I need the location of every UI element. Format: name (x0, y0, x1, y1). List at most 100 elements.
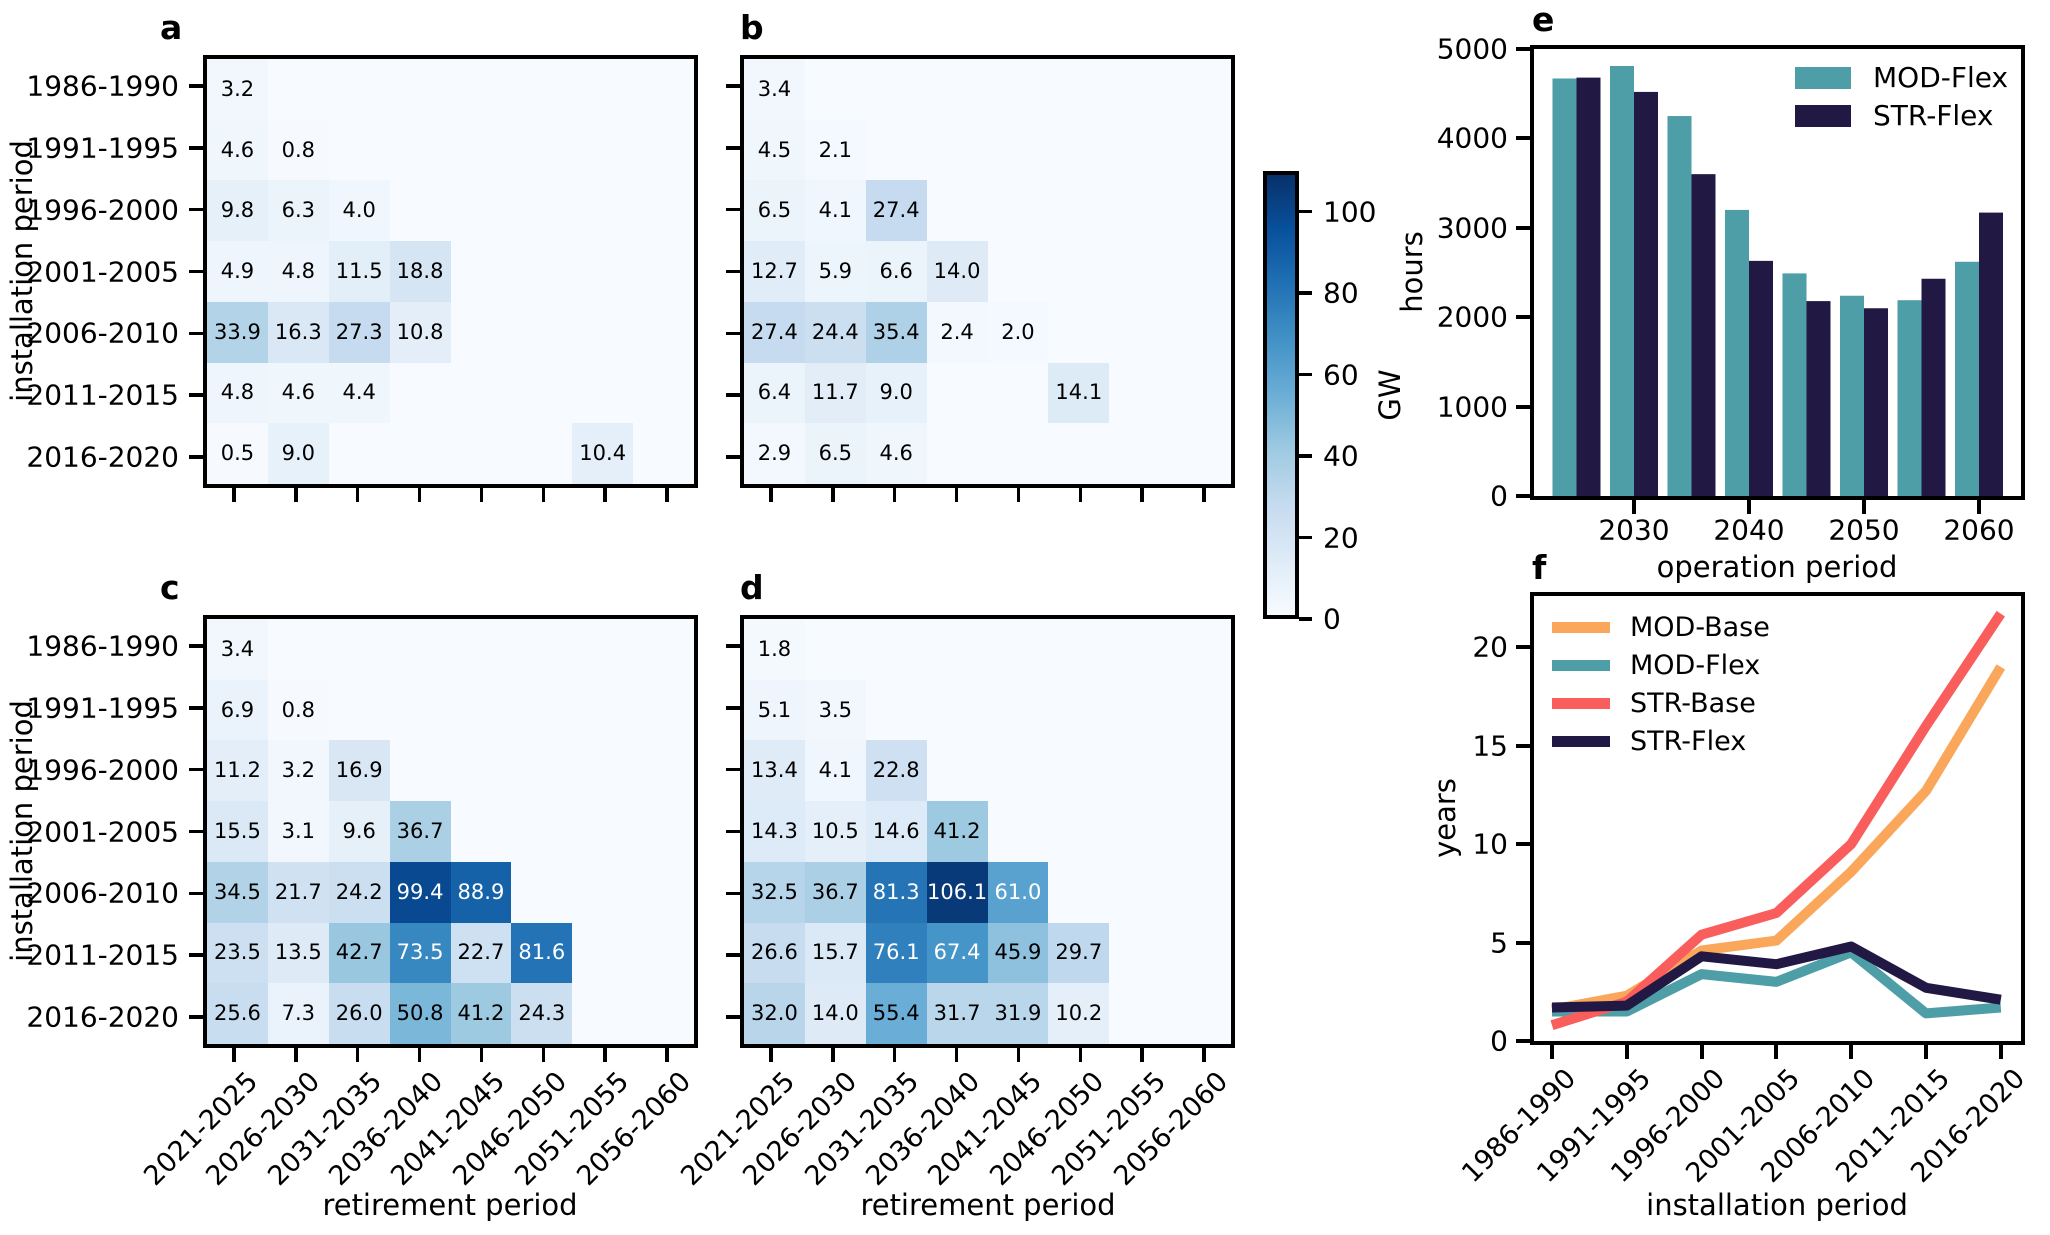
panel-letter-b: b (740, 8, 764, 47)
x-tick (417, 1048, 422, 1062)
x-tick-label: 2030 (1598, 513, 1670, 547)
x-tick (355, 1048, 360, 1062)
heatmap-cell: 21.7 (267, 861, 329, 923)
heatmap-cell: 14.0 (804, 983, 866, 1044)
heatmap-cell: 2.0 (987, 301, 1049, 363)
x-tick-label: 2060 (1943, 513, 2015, 547)
heatmap-cell (450, 679, 512, 741)
str-flex-bar (1749, 260, 1773, 496)
colorbar-tick-label: 60 (1323, 358, 1359, 392)
heatmap-cell (328, 619, 390, 680)
heatmap-cell: 3.5 (804, 679, 866, 741)
heatmap-cell: 73.5 (389, 922, 451, 984)
heatmap-cell: 10.5 (804, 801, 866, 862)
y-tick (1516, 315, 1530, 320)
heatmap-cell: 32.5 (744, 861, 805, 923)
heatmap-cell (926, 679, 988, 741)
heatmap-cell (511, 241, 573, 302)
heatmap-cell: 26.0 (328, 983, 390, 1044)
x-tick (1078, 488, 1083, 502)
heatmap-cell: 4.1 (804, 740, 866, 802)
x-tick-label: 2050 (1828, 513, 1900, 547)
y-tick (726, 146, 740, 150)
x-tick (479, 1048, 484, 1062)
heatmap-cell (987, 679, 1049, 741)
heatmap-cell (1109, 119, 1171, 181)
heatmap-cell (633, 619, 694, 680)
heatmap-cell: 3.4 (207, 619, 268, 680)
heatmap-cell (1048, 241, 1110, 302)
heatmap-cell: 55.4 (865, 983, 927, 1044)
heatmap-cell: 3.4 (744, 59, 805, 120)
x-tick (1140, 1048, 1144, 1062)
xlabel-retirement-period-d: retirement period (860, 1188, 1116, 1222)
heatmap-cell (1170, 679, 1231, 741)
heatmap-cell (1048, 59, 1110, 120)
heatmap-cell (1170, 362, 1231, 424)
heatmap-cell (633, 301, 694, 363)
heatmap-cell (511, 301, 573, 363)
heatmap-cell (1048, 301, 1110, 363)
line-chart-svg (1550, 610, 2006, 1030)
heatmap-cell (1109, 241, 1171, 302)
heatmap-cell (511, 679, 573, 741)
heatmap-cell (572, 922, 634, 984)
heatmap-cell: 6.5 (804, 423, 866, 484)
heatmap-cell (389, 180, 451, 242)
ylabel-hours: hours (1395, 231, 1429, 313)
heatmap-cell (633, 423, 694, 484)
str-base-swatch (1552, 698, 1610, 709)
heatmap-cell (267, 59, 329, 120)
heatmap-cell: 5.1 (744, 679, 805, 741)
heatmap-cell (865, 619, 927, 680)
heatmap-panel-a: 3.2 4.6 0.8 9.8 6.3 4.0 4.9 4.8 11.5 18.8 33.9 16.3… (203, 55, 698, 488)
heatmap-cell (1109, 619, 1171, 680)
heatmap-cell (926, 740, 988, 802)
x-tick (294, 1048, 298, 1062)
heatmap-grid-d: 1.8 5.1 3.5 13.4 4.1 22.8 14.3 10.5 14.6 41.2 32.5… (744, 619, 1231, 1044)
legend-item-str-base: STR-Base (1552, 690, 1770, 717)
y-tick (726, 455, 740, 459)
heatmap-cell (389, 119, 451, 181)
legend-label: MOD-Base (1630, 612, 1770, 643)
heatmap-grid-c: 3.4 6.9 0.8 11.2 3.2 16.9 15.5 3.1 9.6 36.7 34.5 21… (207, 619, 694, 1044)
heatmap-cell (572, 180, 634, 242)
heatmap-cell (511, 740, 573, 802)
mod-flex-bar (1840, 295, 1864, 496)
heatmap-cell: 4.9 (207, 241, 268, 302)
heatmap-cell (1170, 619, 1231, 680)
heatmap-cell: 34.5 (207, 861, 268, 923)
y-tick (726, 706, 740, 710)
heatmap-cell: 14.3 (744, 801, 805, 862)
x-tick (1747, 500, 1751, 514)
x-tick (1078, 1048, 1083, 1062)
colorbar-tick (1299, 209, 1312, 214)
heatmap-cell (1170, 119, 1231, 181)
heatmap-cell (987, 180, 1049, 242)
heatmap-cell: 99.4 (389, 861, 451, 923)
heatmap-cell (1109, 423, 1171, 484)
heatmap-cell: 6.3 (267, 180, 329, 242)
heatmap-cell: 10.2 (1048, 983, 1110, 1044)
str-flex-bar (1864, 308, 1888, 496)
heatmap-cell (987, 362, 1049, 424)
panel-letter-f: f (1532, 548, 1547, 587)
heatmap-cell (450, 423, 512, 484)
heatmap-cell (572, 362, 634, 424)
y-tick-label: 2001-2005 (26, 815, 179, 848)
line-chart-legend: MOD-Base MOD-Flex STR-Base STR-Flex (1552, 614, 1770, 755)
y-tick-label: 3000 (1436, 211, 1508, 245)
x-tick (541, 1048, 546, 1062)
heatmap-cell: 61.0 (987, 861, 1049, 923)
colorbar-tick (1299, 372, 1312, 377)
y-tick (189, 84, 203, 88)
heatmap-cell (1170, 59, 1231, 120)
heatmap-cell (450, 801, 512, 862)
y-tick (726, 891, 740, 896)
x-tick (1998, 1045, 2003, 1059)
heatmap-cell (328, 423, 390, 484)
y-tick (1516, 47, 1530, 51)
heatmap-cell: 42.7 (328, 922, 390, 984)
y-tick (1516, 743, 1530, 748)
heatmap-cell (1048, 679, 1110, 741)
